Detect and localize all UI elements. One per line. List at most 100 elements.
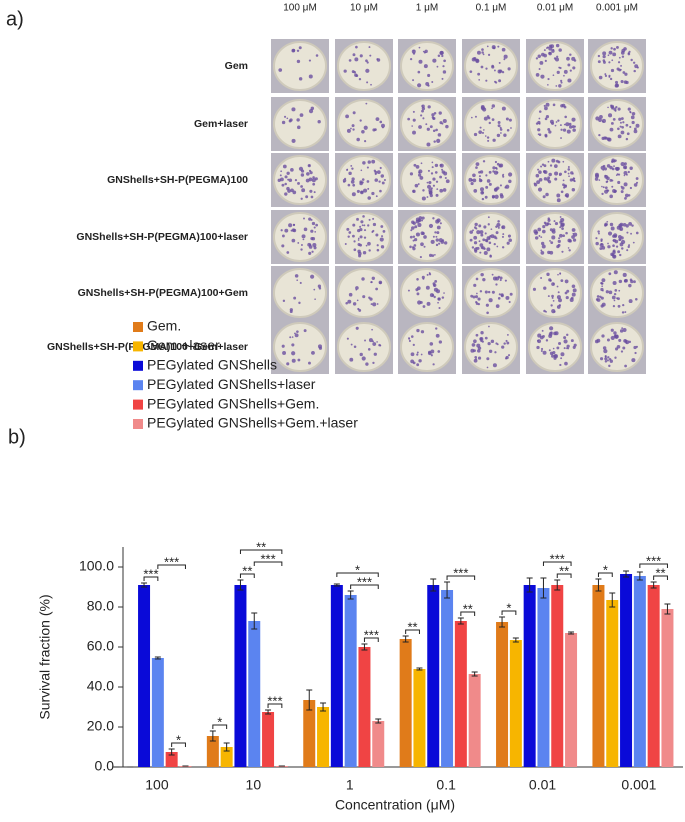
- legend-label: PEGylated GNShells+laser: [147, 376, 316, 392]
- colony: [417, 70, 421, 74]
- colony: [548, 278, 552, 282]
- colony: [411, 246, 415, 249]
- colony: [602, 186, 605, 189]
- colony: [284, 182, 287, 186]
- colony: [300, 169, 305, 173]
- colony: [604, 186, 608, 190]
- colony: [485, 239, 489, 243]
- colony: [480, 340, 483, 343]
- colony: [351, 177, 355, 181]
- colony: [557, 119, 560, 122]
- colony: [546, 272, 550, 277]
- colony: [474, 226, 477, 229]
- colony: [431, 81, 434, 84]
- colony: [480, 187, 485, 192]
- colony: [554, 171, 559, 176]
- row-label: Gem: [225, 60, 248, 72]
- colony: [370, 281, 373, 283]
- colony: [607, 137, 612, 142]
- colony: [603, 349, 608, 354]
- colony: [497, 275, 501, 279]
- colony: [481, 48, 484, 51]
- colony: [567, 78, 572, 83]
- colony: [605, 180, 608, 184]
- colony: [571, 228, 576, 232]
- colony: [486, 311, 489, 315]
- colony: [378, 180, 381, 183]
- colony: [635, 181, 639, 184]
- colony: [567, 172, 570, 175]
- colony: [612, 234, 616, 238]
- colony: [618, 117, 622, 121]
- error-bar: [444, 581, 451, 599]
- colony: [568, 122, 572, 126]
- error-bar: [457, 617, 464, 625]
- colony: [477, 50, 481, 55]
- colony: [407, 289, 410, 292]
- colony: [438, 306, 441, 310]
- colony: [485, 303, 489, 307]
- colony: [470, 181, 474, 186]
- colony: [436, 188, 439, 191]
- colony: [298, 77, 303, 81]
- colony: [633, 183, 638, 187]
- colony: [552, 74, 555, 77]
- colony: [409, 245, 412, 249]
- significance-label: *: [217, 714, 222, 729]
- colony: [470, 294, 474, 298]
- colony: [371, 328, 373, 331]
- colony: [380, 245, 385, 249]
- colony: [426, 273, 429, 276]
- x-tick-label: 10: [246, 777, 262, 793]
- colony: [414, 225, 418, 229]
- significance-label: ***: [267, 693, 282, 708]
- colony: [298, 46, 302, 50]
- colony: [483, 247, 486, 250]
- plate: [464, 99, 518, 149]
- colony: [620, 80, 624, 84]
- colony: [289, 336, 292, 339]
- colony: [628, 244, 631, 247]
- colony: [474, 249, 478, 253]
- colony: [610, 104, 613, 107]
- colony: [605, 290, 609, 294]
- colony: [507, 354, 511, 357]
- colony: [437, 54, 441, 58]
- colony: [422, 305, 426, 308]
- colony: [433, 140, 436, 143]
- error-bar: [650, 581, 657, 589]
- significance-bracket: [446, 575, 476, 580]
- colony: [282, 351, 287, 355]
- plate: [590, 268, 644, 318]
- colony: [604, 222, 608, 227]
- colony: [436, 231, 440, 235]
- colony: [281, 183, 285, 187]
- colony: [601, 185, 603, 188]
- colony: [439, 222, 442, 225]
- colony: [631, 358, 636, 363]
- colony: [497, 124, 501, 128]
- bar: [372, 721, 385, 767]
- colony: [433, 295, 436, 299]
- colony: [376, 303, 379, 305]
- significance-bracket: [350, 584, 379, 589]
- colony: [538, 122, 541, 125]
- colony: [564, 361, 568, 366]
- plate: [400, 212, 454, 262]
- colony: [492, 166, 496, 170]
- colony: [613, 334, 617, 338]
- colony: [537, 133, 540, 136]
- colony: [558, 237, 561, 240]
- colony: [613, 299, 616, 302]
- colony: [280, 229, 283, 232]
- colony: [281, 244, 285, 248]
- colony: [475, 277, 479, 281]
- plate-grid: [271, 39, 646, 374]
- colony: [292, 190, 297, 195]
- colony: [417, 222, 422, 228]
- colony: [564, 184, 567, 187]
- colony: [443, 59, 446, 63]
- significance-bracket: [501, 610, 517, 615]
- colony: [343, 180, 345, 183]
- error-bar: [540, 577, 547, 599]
